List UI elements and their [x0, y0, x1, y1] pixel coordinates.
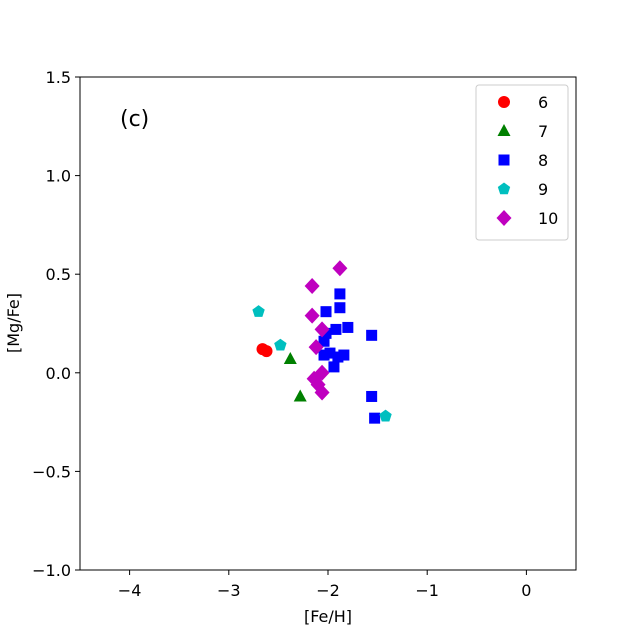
data-point-series-8 — [366, 329, 378, 341]
x-tick-label: −3 — [217, 581, 241, 600]
data-point-series-8 — [334, 302, 346, 314]
y-tick-label: 0.0 — [46, 364, 71, 383]
legend-marker-6 — [498, 96, 510, 108]
data-point-series-8 — [334, 288, 346, 300]
data-point-series-10 — [332, 260, 348, 277]
data-point-series-8 — [324, 347, 336, 359]
x-axis-label: [Fe/H] — [304, 607, 352, 626]
data-point-series-8 — [338, 349, 350, 361]
y-axis-label: [Mg/Fe] — [4, 293, 23, 353]
legend-marker-9 — [497, 182, 511, 195]
data-point-series-8 — [369, 412, 381, 424]
data-point-series-8 — [328, 361, 340, 373]
x-tick-label: −2 — [316, 581, 340, 600]
data-point-series-9 — [252, 305, 265, 317]
data-point-series-7 — [283, 351, 297, 364]
data-point-series-10 — [314, 384, 330, 401]
data-point-series-10 — [304, 278, 320, 295]
data-point-series-10 — [314, 321, 330, 338]
y-tick-label: 1.5 — [46, 68, 71, 87]
data-point-series-8 — [332, 351, 344, 363]
data-point-series-8 — [342, 321, 354, 333]
data-point-series-10 — [308, 339, 324, 356]
y-tick-label: −0.5 — [32, 462, 71, 481]
y-tick-label: −1.0 — [32, 561, 71, 580]
legend-label-7: 7 — [538, 122, 548, 141]
legend-marker-7 — [497, 124, 511, 136]
data-point-series-8 — [318, 349, 330, 361]
data-point-series-6 — [260, 345, 273, 358]
legend-label-10: 10 — [538, 209, 558, 228]
data-point-series-9 — [274, 338, 287, 351]
x-axis: −4 −3 −2 −1 0 — [118, 570, 531, 600]
x-tick-label: −4 — [118, 581, 142, 600]
legend-marker-8 — [498, 154, 510, 166]
data-points — [252, 260, 392, 424]
x-tick-label: −1 — [415, 581, 439, 600]
data-point-series-8 — [320, 306, 332, 318]
x-tick-label: 0 — [521, 581, 531, 600]
data-point-series-8 — [366, 390, 378, 402]
y-tick-label: 0.5 — [46, 265, 71, 284]
legend-label-9: 9 — [538, 180, 548, 199]
panel-label: (c) — [120, 107, 149, 132]
data-point-series-8 — [330, 323, 342, 335]
legend: 6 7 8 9 10 — [475, 84, 569, 241]
legend-label-6: 6 — [538, 93, 548, 112]
legend-marker-10 — [496, 210, 512, 226]
data-point-series-8 — [318, 335, 330, 347]
data-point-series-7 — [293, 389, 307, 402]
legend-label-8: 8 — [538, 151, 548, 170]
legend-frame — [475, 84, 569, 241]
y-axis: −1.0 −0.5 0.0 0.5 1.0 1.5 — [32, 68, 80, 580]
data-point-series-10 — [304, 307, 320, 324]
data-point-series-9 — [379, 409, 392, 422]
y-tick-label: 1.0 — [46, 167, 71, 186]
data-point-series-8 — [320, 327, 332, 339]
